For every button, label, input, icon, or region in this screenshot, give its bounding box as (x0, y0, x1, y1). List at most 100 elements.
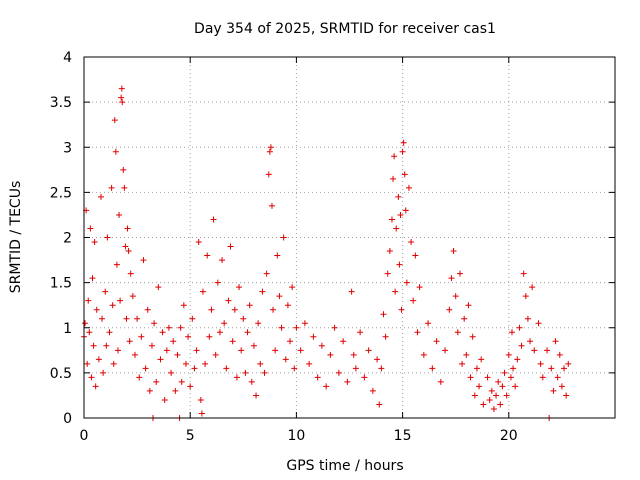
data-point (503, 392, 510, 399)
data-point (126, 338, 133, 345)
data-point (535, 320, 542, 327)
data-point (527, 338, 534, 345)
data-point (490, 405, 497, 412)
data-point (122, 243, 129, 250)
data-point (253, 392, 260, 399)
data-point (499, 383, 506, 390)
x-tick-label: 20 (500, 428, 518, 444)
data-point (352, 365, 359, 372)
data-point (263, 270, 270, 277)
data-point (104, 234, 111, 241)
y-tick-label: 2 (63, 231, 72, 247)
data-point (259, 288, 266, 295)
data-point (284, 302, 291, 309)
data-point (248, 378, 255, 385)
data-point (199, 288, 206, 295)
data-point (280, 234, 287, 241)
data-point (195, 239, 202, 246)
data-point (450, 248, 457, 255)
data-point (365, 347, 372, 354)
data-point (529, 284, 536, 291)
data-point (214, 279, 221, 286)
data-point (138, 333, 145, 340)
data-point (210, 216, 217, 223)
data-point (537, 360, 544, 367)
data-point (92, 383, 99, 390)
data-point (204, 252, 211, 259)
data-point (512, 383, 519, 390)
data-point (95, 356, 102, 363)
data-point (518, 342, 525, 349)
data-point (267, 144, 274, 151)
data-point (174, 351, 181, 358)
data-point (244, 329, 251, 336)
data-point (182, 360, 189, 367)
data-point (340, 338, 347, 345)
data-point (393, 225, 400, 232)
y-tick-label: 3 (63, 140, 72, 156)
data-point (236, 284, 243, 291)
data-point (486, 396, 493, 403)
data-point (561, 365, 568, 372)
data-point (497, 401, 504, 408)
data-point (178, 378, 185, 385)
data-point (177, 324, 184, 331)
data-point (410, 297, 417, 304)
data-point (227, 243, 234, 250)
data-point (505, 351, 512, 358)
data-point (197, 396, 204, 403)
data-point (146, 387, 153, 394)
data-point (433, 338, 440, 345)
y-tick-label: 4 (63, 50, 72, 66)
data-point (484, 374, 491, 381)
data-point (306, 360, 313, 367)
data-point (100, 369, 107, 376)
data-point (129, 293, 136, 300)
data-point (219, 257, 226, 264)
data-point (117, 297, 124, 304)
data-point (148, 342, 155, 349)
data-point (206, 333, 213, 340)
data-point (172, 387, 179, 394)
data-point (265, 171, 272, 178)
data-point (391, 153, 398, 160)
data-point (396, 261, 403, 268)
data-point (401, 171, 408, 178)
data-point (397, 211, 404, 218)
data-point (361, 374, 368, 381)
data-point (144, 306, 151, 313)
data-point (119, 99, 126, 106)
x-tick-label: 10 (287, 428, 305, 444)
data-point (99, 315, 106, 322)
data-point (556, 351, 563, 358)
data-point (185, 333, 192, 340)
data-point (398, 306, 405, 313)
data-point (151, 320, 158, 327)
data-point (240, 315, 247, 322)
data-point (429, 365, 436, 372)
x-tick-label: 15 (394, 428, 412, 444)
data-point (442, 347, 449, 354)
data-point (488, 387, 495, 394)
data-point (318, 342, 325, 349)
data-point (403, 279, 410, 286)
data-point (323, 383, 330, 390)
data-point (120, 166, 127, 173)
axis-ticks: 0 5 10 15 20 0 0.5 1 1.5 2 2.5 3 3.5 4 (50, 50, 615, 444)
data-point (170, 338, 177, 345)
data-point (255, 320, 262, 327)
data-point (478, 356, 485, 363)
data-point (82, 320, 89, 327)
y-tick-label: 3.5 (50, 95, 72, 111)
data-point (402, 207, 409, 214)
data-point (386, 248, 393, 255)
data-point (563, 392, 570, 399)
y-tick-label: 0 (63, 411, 72, 427)
data-point (88, 374, 95, 381)
data-point (335, 369, 342, 376)
y-axis-label: SRMTID / TECUs (8, 181, 24, 294)
data-point (539, 374, 546, 381)
data-point (327, 351, 334, 358)
data-point (118, 94, 125, 101)
y-tick-label: 0.5 (50, 366, 72, 382)
